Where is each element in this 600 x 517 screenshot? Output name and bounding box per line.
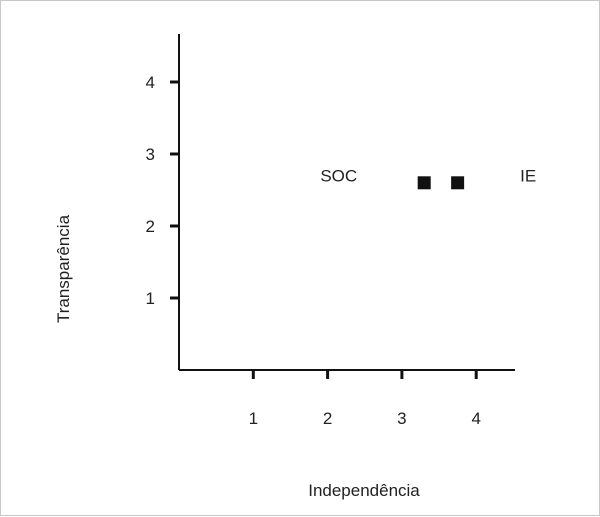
point-annotations: SOC IE — [320, 167, 536, 186]
x-tick-label: 1 — [249, 409, 258, 428]
data-point — [417, 176, 431, 190]
axes — [178, 34, 515, 371]
y-ticks: 1 2 3 4 — [146, 73, 179, 308]
x-tick-label: 2 — [323, 409, 332, 428]
x-tick-label: 4 — [471, 409, 480, 428]
y-tick-label: 3 — [146, 145, 155, 164]
y-axis-title: Transparência — [54, 214, 73, 323]
point-annotation: SOC — [320, 167, 357, 186]
x-axis-title: Independência — [308, 481, 420, 500]
x-tick-label: 3 — [397, 409, 406, 428]
x-ticks: 1 2 3 4 — [249, 370, 481, 428]
y-tick-label: 2 — [146, 217, 155, 236]
data-point — [451, 176, 465, 190]
y-tick-label: 4 — [146, 73, 155, 92]
data-points — [417, 176, 465, 190]
y-tick-label: 1 — [146, 289, 155, 308]
point-annotation: IE — [520, 167, 536, 186]
